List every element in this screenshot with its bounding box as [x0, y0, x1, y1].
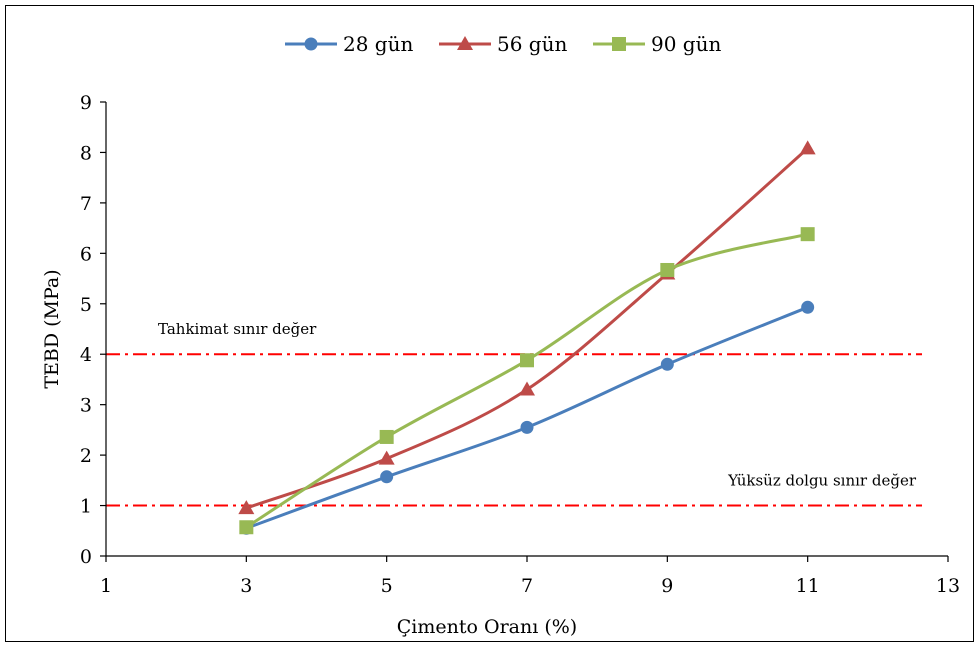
data-point-56-g-n [799, 140, 816, 155]
x-tick-label: 7 [521, 575, 533, 597]
x-tick-label: 1 [100, 575, 112, 597]
x-axis-title: Çimento Oranı (%) [397, 616, 577, 638]
series-90-g-n [239, 227, 815, 535]
data-point-90-g-n [239, 520, 254, 535]
legend-marker-56-g-n [457, 36, 473, 50]
data-point-28-g-n [380, 470, 394, 484]
data-point-56-g-n [519, 381, 535, 396]
y-tick-label: 5 [80, 294, 92, 316]
y-tick-label: 4 [80, 344, 92, 366]
data-point-90-g-n [660, 262, 675, 277]
data-point-90-g-n [800, 227, 815, 242]
data-point-90-g-n [379, 429, 394, 444]
data-point-28-g-n [660, 357, 674, 371]
x-tick-label: 11 [796, 575, 820, 597]
reference-line-label-1: Tahkimat sınır değer [158, 320, 317, 338]
data-point-90-g-n [520, 353, 534, 368]
legend: 28 gün 56 gün 90 gün [285, 32, 721, 56]
x-tick-label: 5 [381, 575, 393, 597]
y-tick-label: 8 [80, 142, 92, 164]
y-tick-label: 9 [80, 92, 92, 114]
reference-lines: Tahkimat sınır değer Yüksüz dolgu sınır d… [106, 320, 922, 507]
y-tick-label: 2 [80, 445, 92, 467]
y-tick-label: 1 [80, 496, 92, 518]
legend-marker-28-g-n [304, 37, 318, 51]
y-tick-label: 6 [80, 243, 92, 265]
reference-line-label-2: Yüksüz dolgu sınır değer [727, 472, 917, 490]
y-tick-label: 7 [80, 193, 92, 215]
series-group [238, 140, 816, 535]
y-axis-title: TEBD (MPa) [41, 269, 63, 388]
y-tick-label: 3 [80, 395, 92, 417]
series-28-g-n [239, 300, 815, 535]
x-tick-label: 13 [936, 575, 960, 597]
legend-marker-90-g-n [612, 37, 626, 51]
legend-label-56-g-n: 56 gün [497, 32, 567, 56]
legend-item-28-g-n: 28 gün [285, 32, 413, 56]
y-tick-label: 0 [80, 546, 92, 568]
legend-item-90-g-n: 90 gün [593, 32, 721, 56]
x-tick-label: 9 [661, 575, 673, 597]
data-point-56-g-n [378, 450, 395, 465]
legend-label-28-g-n: 28 gün [343, 32, 413, 56]
legend-item-56-g-n: 56 gün [439, 32, 567, 56]
x-tick-label: 3 [240, 575, 252, 597]
chart-border [5, 5, 974, 642]
data-point-56-g-n [238, 500, 255, 515]
legend-label-90-g-n: 90 gün [651, 32, 721, 56]
data-point-28-g-n [520, 420, 534, 434]
data-point-28-g-n [801, 300, 815, 314]
